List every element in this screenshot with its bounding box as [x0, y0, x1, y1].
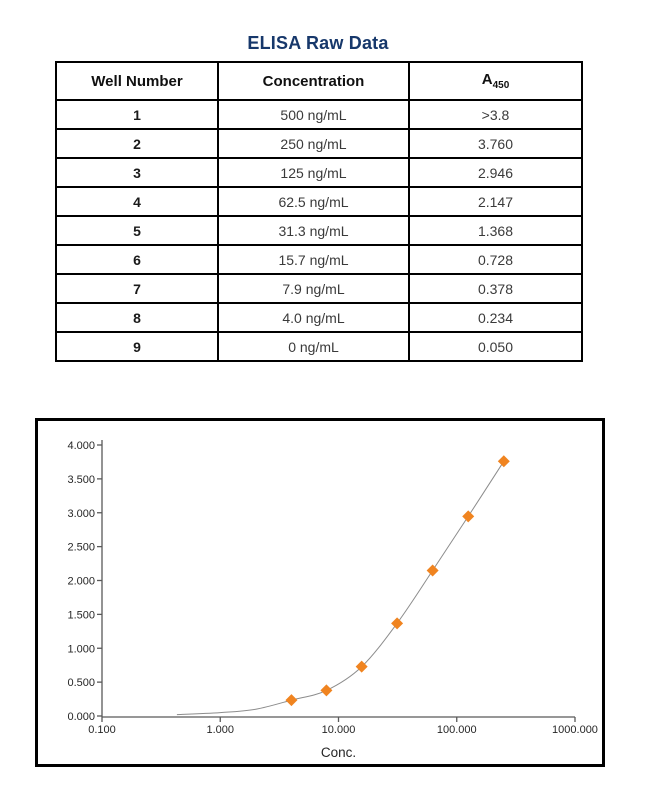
well-number-cell: 9	[55, 331, 219, 362]
x-axis-title: Conc.	[321, 745, 356, 760]
concentration-cell: 15.7 ng/mL	[217, 244, 410, 275]
data-point-diamond	[285, 694, 298, 707]
data-point-diamond	[355, 660, 368, 673]
x-tick-label: 1000.000	[552, 724, 598, 736]
a450-cell: 2.147	[408, 186, 583, 217]
concentration-cell: 31.3 ng/mL	[217, 215, 410, 246]
chart-panel: 4.000 3.500 3.000 2.500 2.000 1.500 1.000 0.500…	[35, 418, 605, 767]
well-number-cell: 1	[55, 99, 219, 130]
data-point-diamond	[320, 684, 333, 697]
table-row: 4 62.5 ng/mL 2.147	[55, 186, 583, 217]
header-well-number: Well Number	[55, 61, 219, 101]
data-point-diamond	[391, 617, 404, 630]
table-row: 6 15.7 ng/mL 0.728	[55, 244, 583, 275]
y-tick-label: 1.500	[67, 609, 95, 621]
a450-cell: 0.378	[408, 273, 583, 304]
a450-cell: 0.050	[408, 331, 583, 362]
well-number-cell: 8	[55, 302, 219, 333]
standard-curve-chart: 4.000 3.500 3.000 2.500 2.000 1.500 1.000 0.500…	[67, 440, 598, 760]
y-tick-label: 0.000	[67, 711, 95, 723]
x-tick-label: 100.000	[437, 724, 477, 736]
table-row: 8 4.0 ng/mL 0.234	[55, 302, 583, 333]
well-number-cell: 4	[55, 186, 219, 217]
concentration-cell: 0 ng/mL	[217, 331, 410, 362]
elisa-raw-data-table: Well Number Concentration A450 1 500 ng/m…	[55, 61, 583, 362]
well-number-cell: 2	[55, 128, 219, 159]
y-tick-label: 1.000	[67, 643, 95, 655]
well-number-cell: 3	[55, 157, 219, 188]
y-tick-label: 2.500	[67, 542, 95, 554]
header-a450: A450	[408, 61, 583, 101]
data-point-diamond	[426, 564, 439, 577]
table-row: 5 31.3 ng/mL 1.368	[55, 215, 583, 246]
x-tick-label: 10.000	[322, 724, 356, 736]
concentration-cell: 62.5 ng/mL	[217, 186, 410, 217]
header-concentration: Concentration	[217, 61, 410, 101]
concentration-cell: 4.0 ng/mL	[217, 302, 410, 333]
header-a450-subscript: 450	[492, 80, 510, 91]
a450-cell: 2.946	[408, 157, 583, 188]
a450-cell: 3.760	[408, 128, 583, 159]
a450-cell: 1.368	[408, 215, 583, 246]
concentration-cell: 7.9 ng/mL	[217, 273, 410, 304]
well-number-cell: 5	[55, 215, 219, 246]
table-row: 7 7.9 ng/mL 0.378	[55, 273, 583, 304]
a450-cell: 0.234	[408, 302, 583, 333]
y-tick-label: 3.000	[67, 508, 95, 520]
page-title: ELISA Raw Data	[247, 33, 389, 53]
concentration-cell: 500 ng/mL	[217, 99, 410, 130]
x-tick-label: 1.000	[206, 724, 234, 736]
well-number-cell: 7	[55, 273, 219, 304]
data-point-diamond	[497, 455, 510, 468]
table-body: 1 500 ng/mL >3.8 2 250 ng/mL 3.760 3 125 ng/mL 2…	[55, 99, 583, 362]
data-point-diamond	[462, 510, 475, 523]
y-tick-label: 0.500	[67, 677, 95, 689]
y-tick-label: 3.500	[67, 474, 95, 486]
x-tick-label: 0.100	[88, 724, 116, 736]
header-a450-symbol: A	[481, 71, 493, 88]
a450-cell: >3.8	[408, 99, 583, 130]
concentration-cell: 125 ng/mL	[217, 157, 410, 188]
table-row: 1 500 ng/mL >3.8	[55, 99, 583, 130]
table-row: 2 250 ng/mL 3.760	[55, 128, 583, 159]
table-header-row: Well Number Concentration A450	[55, 61, 583, 101]
fit-curve	[176, 461, 505, 716]
concentration-cell: 250 ng/mL	[217, 128, 410, 159]
y-tick-label: 2.000	[67, 576, 95, 588]
well-number-cell: 6	[55, 244, 219, 275]
y-tick-label: 4.000	[67, 440, 95, 452]
a450-cell: 0.728	[408, 244, 583, 275]
table-row: 3 125 ng/mL 2.946	[55, 157, 583, 188]
